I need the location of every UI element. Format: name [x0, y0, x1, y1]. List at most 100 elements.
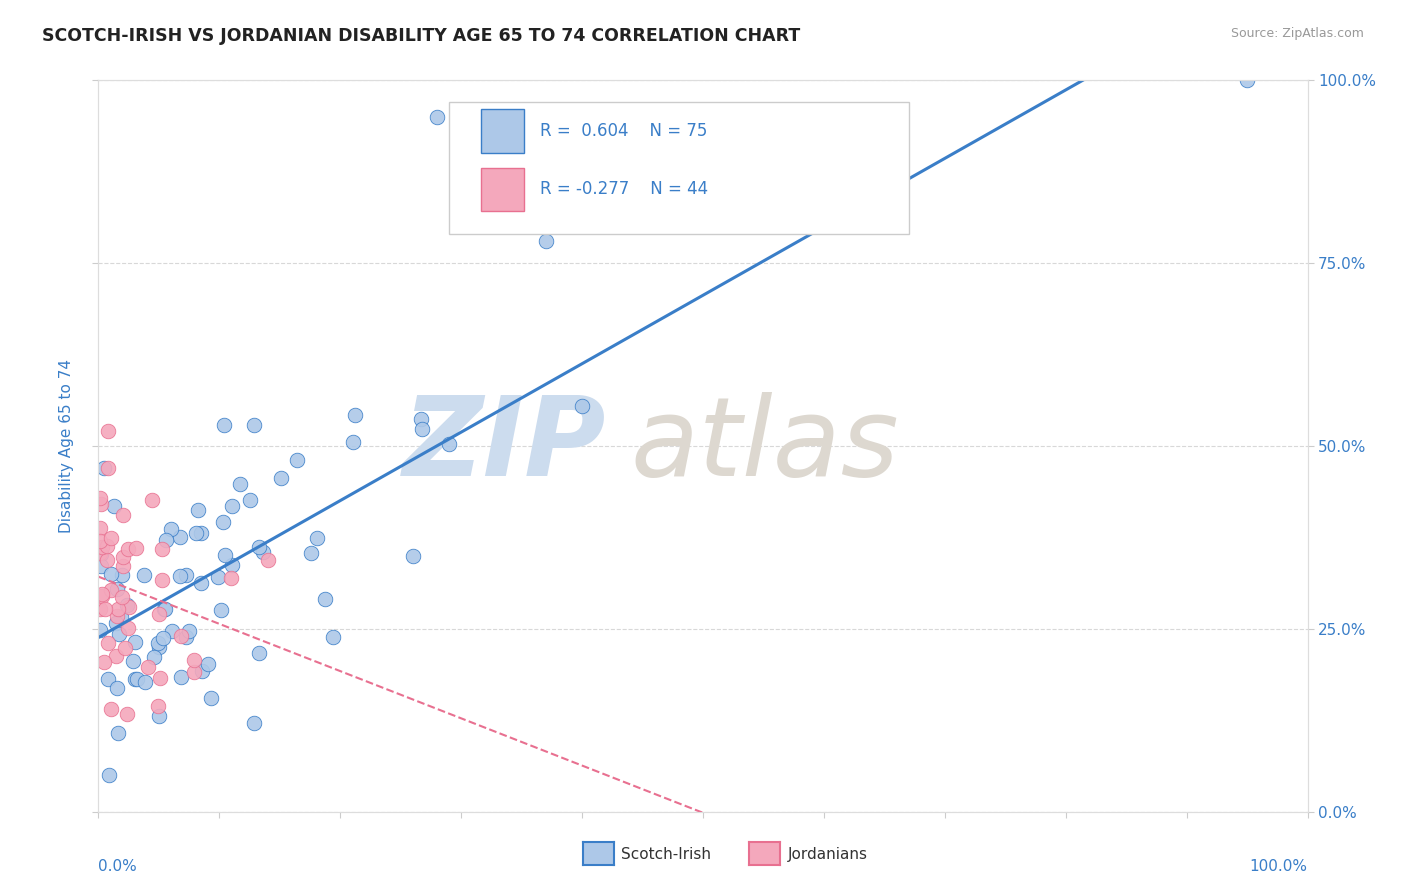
Point	[96, 425, 118, 439]
Point	[344, 409, 367, 423]
Point	[243, 716, 266, 731]
Text: Jordanians: Jordanians	[787, 847, 868, 862]
Point	[105, 608, 128, 623]
Point	[121, 654, 143, 668]
Point	[229, 477, 252, 491]
Point	[93, 460, 115, 475]
Point	[221, 558, 243, 572]
Point	[89, 491, 111, 506]
Point	[105, 681, 128, 696]
Point	[125, 672, 148, 686]
Point	[534, 234, 557, 248]
Point	[153, 602, 176, 616]
Point	[90, 558, 112, 573]
Point	[114, 640, 136, 655]
Point	[426, 110, 449, 124]
Point	[148, 607, 170, 621]
Point	[111, 508, 134, 522]
Point	[247, 541, 270, 555]
Text: Source: ZipAtlas.com: Source: ZipAtlas.com	[1230, 27, 1364, 40]
Text: R = -0.277    N = 44: R = -0.277 N = 44	[540, 180, 707, 198]
Point	[89, 521, 111, 535]
Point	[207, 570, 229, 584]
Point	[183, 653, 205, 667]
Point	[90, 497, 112, 511]
Point	[211, 515, 233, 529]
Text: 0.0%: 0.0%	[98, 859, 138, 874]
Point	[187, 503, 209, 517]
Text: ZIP: ZIP	[402, 392, 606, 500]
Point	[117, 541, 139, 556]
Point	[104, 648, 127, 663]
Point	[148, 699, 170, 714]
Point	[111, 590, 134, 604]
Point	[89, 602, 111, 616]
Point	[107, 726, 129, 740]
Point	[97, 636, 120, 650]
FancyBboxPatch shape	[481, 110, 524, 153]
Point	[214, 548, 236, 562]
Point	[247, 647, 270, 661]
Point	[209, 603, 232, 617]
Point	[219, 571, 242, 585]
Point	[299, 546, 322, 560]
Point	[111, 559, 134, 574]
Point	[243, 417, 266, 432]
Point	[136, 660, 159, 674]
Point	[174, 631, 197, 645]
Point	[160, 624, 183, 638]
Point	[197, 657, 219, 671]
Point	[98, 768, 121, 782]
Point	[190, 576, 212, 591]
Point	[91, 540, 114, 554]
Point	[134, 567, 156, 582]
Point	[90, 547, 112, 561]
Point	[107, 602, 129, 616]
Point	[169, 530, 191, 544]
Point	[221, 499, 243, 513]
Point	[118, 599, 141, 614]
Point	[183, 665, 205, 679]
Point	[94, 602, 117, 616]
Point	[110, 610, 132, 624]
Point	[100, 531, 122, 545]
Point	[411, 412, 433, 426]
Point	[159, 522, 181, 536]
Point	[91, 587, 114, 601]
Point	[342, 434, 364, 449]
Point	[143, 649, 166, 664]
Point	[105, 582, 128, 596]
Point	[153, 601, 176, 615]
Point	[89, 623, 111, 637]
Point	[91, 589, 114, 603]
Point	[150, 542, 173, 557]
Point	[571, 399, 593, 413]
Point	[322, 631, 344, 645]
Point	[402, 549, 425, 563]
Point	[124, 634, 146, 648]
Point	[169, 569, 191, 583]
Point	[125, 541, 148, 555]
Point	[103, 499, 125, 513]
Point	[152, 631, 174, 645]
Point	[97, 461, 120, 475]
Point	[287, 453, 309, 467]
Y-axis label: Disability Age 65 to 74: Disability Age 65 to 74	[59, 359, 75, 533]
Point	[96, 539, 118, 553]
Point	[170, 629, 193, 643]
Point	[252, 545, 274, 559]
Point	[305, 531, 328, 545]
Point	[149, 671, 172, 685]
Point	[270, 471, 292, 485]
Point	[105, 616, 128, 631]
Point	[155, 533, 177, 548]
Point	[200, 691, 222, 706]
Point	[314, 592, 336, 607]
Point	[239, 493, 262, 508]
Point	[89, 533, 111, 548]
Point	[190, 664, 212, 678]
FancyBboxPatch shape	[449, 103, 908, 234]
Point	[100, 702, 122, 716]
Point	[141, 493, 163, 508]
Text: R =  0.604    N = 75: R = 0.604 N = 75	[540, 121, 707, 140]
